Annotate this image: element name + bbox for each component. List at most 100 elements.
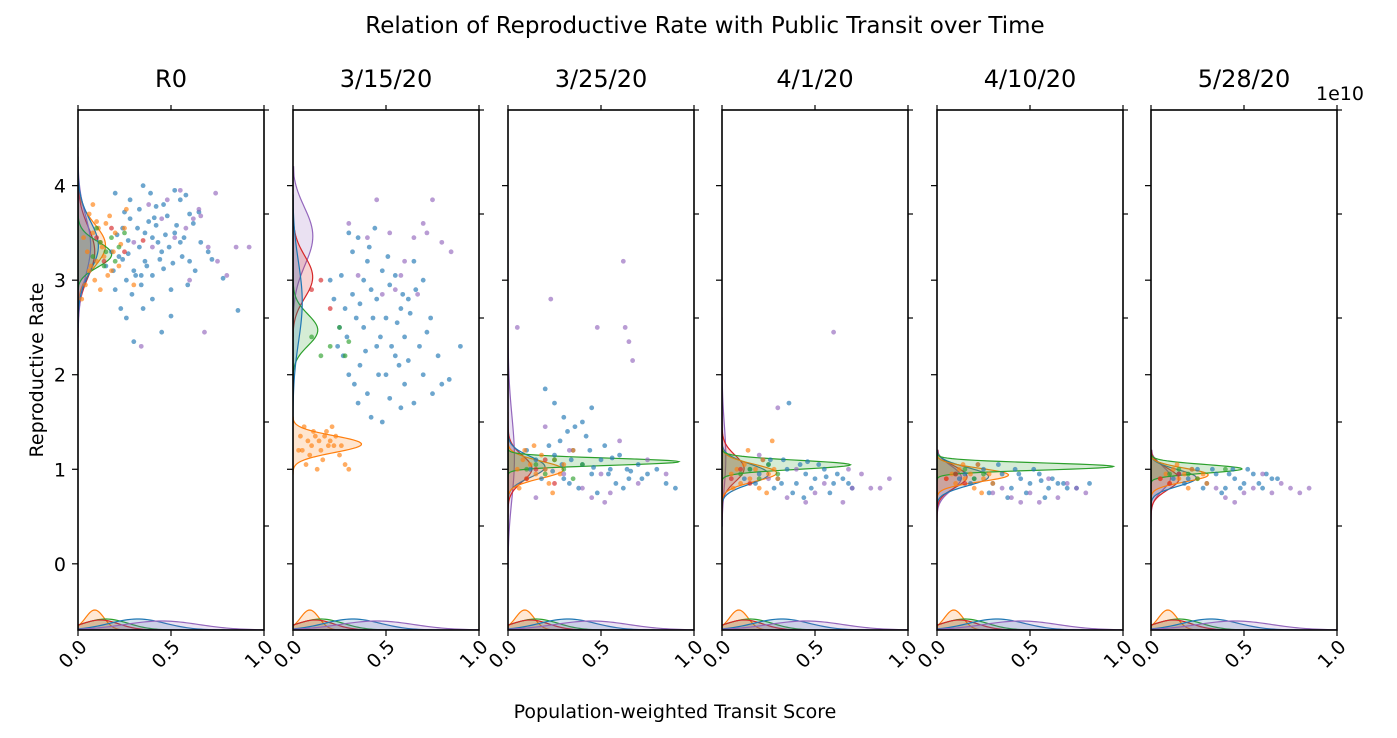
blue-point <box>153 222 159 228</box>
blue-point <box>771 485 777 491</box>
blue-point <box>446 377 452 382</box>
orange-point <box>734 466 740 472</box>
green-point <box>552 457 557 463</box>
blue-point <box>1046 485 1051 491</box>
panel-content <box>937 449 1123 630</box>
purple-x-density <box>722 620 908 630</box>
blue-point <box>185 282 191 288</box>
orange-point <box>109 268 114 274</box>
blue-point <box>220 275 226 281</box>
panel-title: 3/25/20 <box>555 65 648 93</box>
purple-point <box>1278 481 1284 486</box>
orange-point <box>550 490 556 496</box>
blue-point <box>840 476 846 482</box>
blue-point <box>142 258 148 264</box>
blue-point <box>428 315 434 321</box>
orange-point <box>949 471 955 477</box>
green-point <box>122 230 127 236</box>
blue-point <box>127 216 133 222</box>
blue-point <box>123 315 129 321</box>
y-tick-label: 3 <box>54 270 66 292</box>
blue-point <box>112 287 118 293</box>
purple-point <box>1055 495 1061 501</box>
orange-point <box>327 438 333 444</box>
purple-point <box>859 471 864 477</box>
red-point <box>327 306 333 311</box>
blue-point <box>150 235 155 241</box>
blue-point <box>552 400 557 406</box>
orange-point <box>299 447 305 453</box>
blue-point <box>411 258 417 264</box>
purple-point <box>663 471 669 477</box>
x-tick-label: 0.0 <box>1128 636 1165 673</box>
purple-point <box>146 202 152 207</box>
blue-point <box>956 476 962 482</box>
blue-point <box>587 447 593 453</box>
green-point <box>116 244 122 250</box>
purple-point <box>794 466 799 472</box>
green-point <box>1167 471 1172 477</box>
blue-point <box>365 258 370 264</box>
x-axis-label: Population-weighted Transit Score <box>514 701 837 723</box>
blue-point <box>568 457 574 463</box>
blue-point <box>620 485 626 491</box>
green-point <box>97 239 103 245</box>
green-point <box>1176 466 1182 472</box>
blue-point <box>808 485 814 491</box>
x-tick-label: 0.5 <box>1007 636 1044 673</box>
blue-point <box>168 287 174 293</box>
blue-point <box>753 481 758 486</box>
orange-point <box>112 230 118 236</box>
blue-point <box>161 266 166 272</box>
orange-point <box>122 225 127 231</box>
blue-point <box>780 457 786 463</box>
blue-point <box>607 466 613 472</box>
x-tick-label: 1.0 <box>1314 636 1351 673</box>
purple-point <box>580 485 585 491</box>
orange-point <box>956 466 962 472</box>
blue-point <box>166 244 172 250</box>
purple-point <box>514 325 520 330</box>
purple-point <box>138 343 144 349</box>
purple-point <box>561 471 567 477</box>
orange-point <box>981 476 986 482</box>
blue-point <box>365 391 370 397</box>
blue-point <box>144 263 150 269</box>
blue-point <box>187 258 193 264</box>
purple-x-density <box>1151 620 1337 630</box>
purple-point <box>1046 476 1051 482</box>
x-tick-label: 0.0 <box>55 636 92 673</box>
red-point <box>101 258 107 264</box>
green-point <box>747 466 753 472</box>
orange-point <box>979 490 985 496</box>
blue-point <box>1245 466 1251 472</box>
red-point <box>1167 481 1172 486</box>
blue-point <box>572 424 578 430</box>
purple-point <box>246 244 252 250</box>
green-point <box>90 254 96 259</box>
blue-point <box>378 334 383 340</box>
blue-point <box>131 339 137 345</box>
blue-point <box>552 452 557 458</box>
x-offset-label: 1e10 <box>1316 83 1364 105</box>
blue-point <box>392 273 398 278</box>
green-point <box>337 325 342 330</box>
purple-point <box>1064 481 1070 486</box>
blue-point <box>1241 481 1247 486</box>
blue-point <box>179 254 185 259</box>
orange-point <box>116 263 122 269</box>
blue-point <box>398 306 404 311</box>
purple-point <box>756 452 762 458</box>
blue-point <box>129 291 135 297</box>
purple-point <box>374 197 380 203</box>
purple-point <box>177 187 183 193</box>
blue-point <box>803 471 809 477</box>
orange-point <box>953 481 958 486</box>
x-tick-label: 0.5 <box>792 636 829 673</box>
blue-point <box>164 213 170 219</box>
orange-point <box>83 282 88 288</box>
purple-point <box>1213 485 1219 491</box>
purple-point <box>198 213 204 219</box>
panel-4: 4/1/200.0 0.5 1.0 <box>699 65 922 673</box>
panel-title: 3/15/20 <box>340 65 433 93</box>
